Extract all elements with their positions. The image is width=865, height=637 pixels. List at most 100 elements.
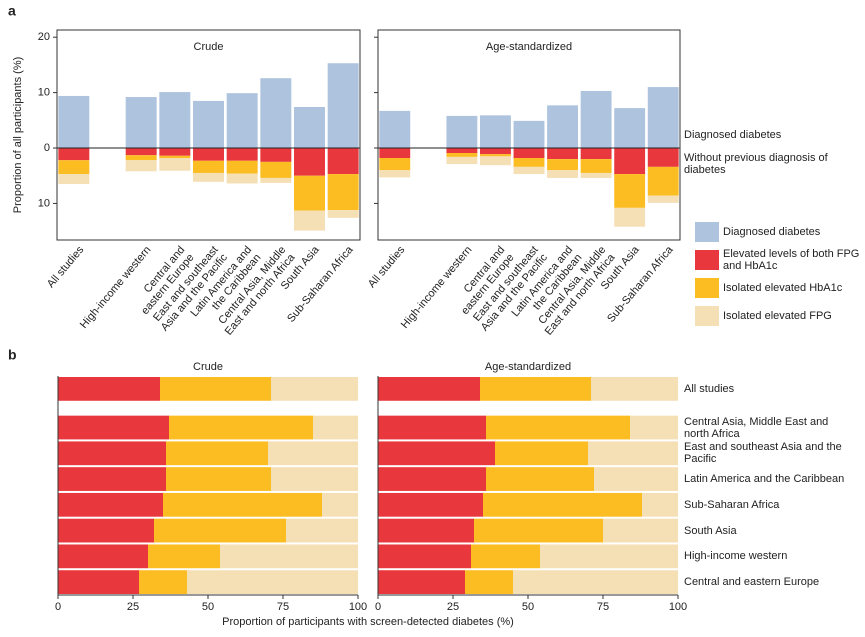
bar-segment [154,518,286,543]
legend-swatch [695,278,719,298]
y-tick-label: 20 [38,31,50,43]
annotation: Diagnosed diabetes [684,129,782,142]
x-tick-label: 0 [375,601,381,613]
bar-segment [193,100,224,149]
y-tick-label: All studies [684,382,735,395]
legend-swatch [695,250,719,270]
bar-segment [226,93,258,149]
bar-segment [642,492,678,517]
bar-segment [483,492,642,517]
y-tick-label: 0 [44,142,50,154]
bar-segment [139,570,187,594]
bar-segment [614,108,646,149]
bar-segment [226,148,258,161]
bar-segment [125,160,157,172]
y-tick-label: Central and eastern Europe [684,576,820,589]
legend-label: Diagnosed diabetes [723,226,821,238]
bar-segment [378,441,495,466]
bar-segment [286,518,358,543]
bar-segment [58,467,166,491]
plot-frame [377,29,681,241]
bar-segment [166,467,271,491]
bar-segment [513,166,545,175]
bar-segment [193,148,224,161]
y-tick-label: Sub-Saharan Africa [684,498,780,511]
bar-segment [322,492,358,517]
bar-segment [603,518,678,543]
bar-segment [226,160,258,174]
bar-segment [513,148,545,158]
annotation: Without previous diagnosis of diabetes [684,152,828,177]
bar-segment [513,157,545,167]
bar-segment [271,467,358,491]
x-tick-label: 50 [522,601,534,613]
bar-segment [159,157,191,171]
bar-segment [58,160,90,175]
x-tick-label: 75 [597,601,609,613]
bar-segment [446,156,478,165]
bar-segment [327,63,359,149]
bar-segment [379,110,411,149]
y-tick-label: South Asia [684,524,737,537]
bar-segment [594,467,678,491]
x-tick-label: 25 [127,601,139,613]
bar-segment [378,377,480,401]
bar-segment [480,154,511,157]
x-tick-label: 75 [277,601,289,613]
panel-label: a [8,3,16,19]
bar-segment [193,160,224,173]
bar-segment [125,148,157,156]
bar-segment [547,105,578,149]
bar-segment [647,148,679,167]
chart-title: Crude [194,41,224,53]
y-tick-label: 10 [38,197,50,209]
bar-segment [327,210,359,218]
legend-label: Isolated elevated HbA1c [723,282,843,294]
bar-segment [58,544,148,569]
bar-segment [480,148,511,155]
bar-segment [294,175,325,211]
x-tick-label: 100 [349,601,367,613]
bar-segment [294,148,325,176]
bar-segment [58,174,90,185]
bar-segment [220,544,358,569]
bar-segment [547,159,578,171]
bar-segment [166,441,268,466]
bar-segment [540,544,678,569]
bar-segment [160,377,271,401]
bar-segment [159,92,191,149]
bar-segment [294,107,325,149]
plot-frame [56,29,361,241]
bar-segment [446,153,478,157]
bar-segment [260,148,292,162]
bar-segment [378,467,486,491]
x-tick-label: 25 [447,601,459,613]
bar-segment [378,544,471,569]
bar-segment [513,570,678,594]
y-axis-label: Proportion of all participants (%) [12,57,24,214]
y-tick-label: Central Asia, Middle East and north Afri… [684,415,829,440]
bar-segment [58,148,90,161]
bar-segment [58,377,160,401]
bar-segment [486,467,594,491]
panel-label: b [8,347,17,363]
bar-segment [647,195,679,203]
x-axis-label: Proportion of participants with screen-d… [222,616,514,628]
bar-segment [327,148,359,175]
bar-segment [647,87,679,149]
bar-segment [495,441,588,466]
bar-segment [465,570,513,594]
bar-segment [193,172,224,182]
chart-title: Age-standardized [486,41,572,53]
y-tick-label: 10 [38,87,50,99]
bar-segment [163,492,322,517]
bar-segment [169,415,313,440]
bar-segment [630,415,678,440]
bar-segment [647,166,679,196]
bar-segment [513,120,545,149]
bar-segment [379,157,411,171]
bar-segment [260,177,292,183]
bar-segment [313,415,358,440]
bar-segment [471,544,540,569]
